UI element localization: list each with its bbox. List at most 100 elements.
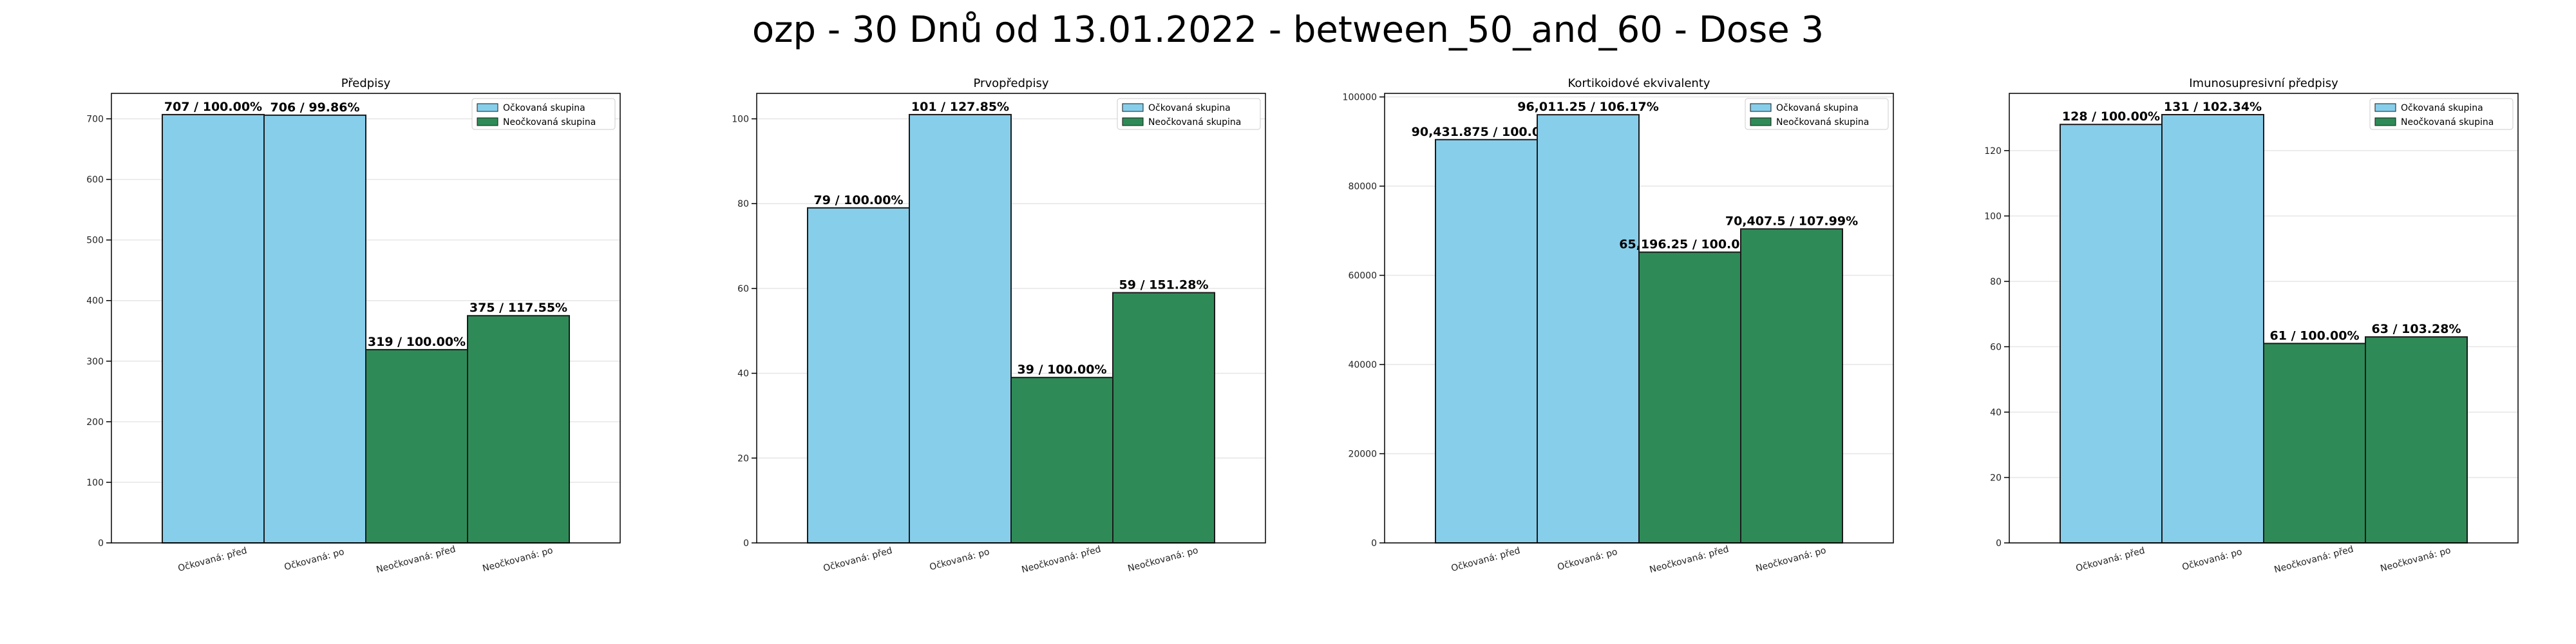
x-tick-label: Neočkovaná: před — [1649, 544, 1730, 575]
y-tick-label: 20 — [1990, 473, 2002, 483]
legend-swatch — [477, 117, 498, 126]
subplot-3: 90,431.875 / 100.00% Očkovaná: před 96,011… — [1343, 77, 1894, 575]
legend-swatch — [477, 103, 498, 112]
bar-label: 59 / 151.28% — [1119, 278, 1209, 292]
bar — [1740, 228, 1843, 544]
bar-label: 131 / 102.34% — [2164, 100, 2262, 114]
bar — [1010, 377, 1113, 544]
bar — [1537, 114, 1640, 544]
legend-box — [471, 98, 616, 130]
y-tick-label: 80 — [1990, 277, 2002, 287]
axes-frame — [111, 93, 621, 544]
y-tick-label: 0 — [98, 538, 104, 549]
x-tick-label: Neočkovaná: po — [2380, 545, 2452, 574]
legend-label: Neočkovaná skupina — [503, 117, 596, 128]
legend-label: Očkovaná skupina — [503, 103, 585, 113]
bar-label: 65,196.25 / 100.00% — [1619, 238, 1761, 252]
legend-swatch — [1750, 103, 1772, 112]
legend-box — [2369, 98, 2514, 130]
legend-label: Očkovaná skupina — [2401, 103, 2483, 113]
y-tick-label: 40000 — [1348, 360, 1377, 370]
bar-label: 63 / 103.28% — [2372, 322, 2461, 336]
x-tick-label: Očkovaná: po — [929, 547, 991, 573]
figure-title: ozp - 30 Dnů od 13.01.2022 - between_50_… — [752, 9, 1824, 51]
bar — [1112, 292, 1215, 544]
y-tick-label: 400 — [86, 296, 104, 307]
bar — [365, 348, 468, 544]
x-tick-label: Očkovaná: po — [2181, 547, 2244, 573]
legend-box — [1117, 98, 1261, 130]
legend-box — [1745, 98, 1889, 130]
bar — [467, 315, 570, 544]
x-tick-label: Očkovaná: před — [177, 545, 249, 574]
y-tick-label: 100 — [86, 478, 104, 488]
y-tick-label: 100 — [732, 115, 749, 125]
bar-label: 61 / 100.00% — [2270, 328, 2360, 343]
y-tick-label: 0 — [1371, 538, 1377, 549]
legend: Očkovaná skupina Neočkovaná skupina — [471, 98, 616, 130]
x-tick-label: Neočkovaná: po — [1127, 545, 1200, 574]
bar — [807, 207, 910, 544]
x-tick-label: Neočkovaná: před — [2273, 544, 2355, 575]
x-tick-label: Očkovaná: před — [822, 545, 894, 574]
legend: Očkovaná skupina Neočkovaná skupina — [1117, 98, 1261, 130]
y-tick-label: 0 — [743, 538, 749, 549]
x-tick-label: Očkovaná: po — [1557, 547, 1619, 573]
subplot-1: 707 / 100.00% Očkovaná: před 706 / 99.86% O… — [86, 77, 621, 575]
y-tick-label: 200 — [86, 417, 104, 428]
subplot-title: Kortikoidové ekvivalenty — [1567, 77, 1710, 90]
legend-label: Očkovaná skupina — [1148, 103, 1231, 113]
y-tick-label: 60 — [737, 284, 749, 294]
legend-swatch — [2374, 117, 2396, 126]
bar — [909, 113, 1012, 544]
y-tick-label: 100 — [1984, 211, 2002, 222]
x-tick-label: Neočkovaná: před — [375, 544, 457, 575]
bar-label: 96,011.25 / 106.17% — [1517, 100, 1659, 114]
y-tick-label: 80 — [737, 199, 749, 209]
legend-label: Neočkovaná skupina — [1148, 117, 1241, 128]
y-tick-label: 700 — [86, 115, 104, 125]
bar — [162, 113, 265, 544]
bar-label: 39 / 100.00% — [1018, 363, 1107, 377]
legend-swatch — [1122, 103, 1144, 112]
legend: Očkovaná skupina Neočkovaná skupina — [2369, 98, 2514, 130]
x-tick-label: Očkovaná: po — [283, 547, 346, 573]
bar — [1435, 138, 1538, 544]
y-tick-label: 40 — [737, 369, 749, 379]
y-tick-label: 60000 — [1348, 271, 1377, 281]
y-tick-label: 100000 — [1343, 93, 1377, 103]
legend-swatch — [2374, 103, 2396, 112]
bar — [1638, 251, 1741, 544]
bar-label: 90,431.875 / 100.00% — [1412, 125, 1562, 139]
axes-frame — [2009, 93, 2519, 544]
bar-label: 70,407.5 / 107.99% — [1725, 214, 1858, 228]
axes-frame — [756, 93, 1266, 544]
bar-label: 79 / 100.00% — [814, 193, 904, 207]
bar-label: 128 / 100.00% — [2062, 109, 2160, 124]
subplot-title: Předpisy — [341, 77, 391, 90]
y-tick-label: 20000 — [1348, 450, 1377, 460]
y-tick-label: 40 — [1990, 408, 2002, 418]
y-tick-label: 600 — [86, 175, 104, 185]
y-tick-label: 60 — [1990, 342, 2002, 352]
legend-swatch — [1122, 117, 1144, 126]
legend: Očkovaná skupina Neočkovaná skupina — [1745, 98, 1889, 130]
bar — [2060, 124, 2163, 544]
legend-label: Neočkovaná skupina — [2401, 117, 2494, 128]
x-tick-label: Neočkovaná: po — [1755, 545, 1828, 574]
y-tick-label: 120 — [1984, 146, 2002, 156]
legend-swatch — [1750, 117, 1772, 126]
axes-frame — [1384, 93, 1894, 544]
y-tick-label: 0 — [1996, 538, 2002, 549]
bar-label: 706 / 99.86% — [270, 100, 360, 115]
y-tick-label: 80000 — [1348, 182, 1377, 192]
subplot-title: Prvopředpisy — [974, 77, 1049, 90]
bar-label: 319 / 100.00% — [368, 335, 466, 349]
y-tick-label: 300 — [86, 357, 104, 367]
x-tick-label: Očkovaná: před — [1450, 545, 1522, 574]
bar — [2263, 343, 2366, 544]
bar-label: 707 / 100.00% — [164, 100, 262, 114]
y-tick-label: 500 — [86, 236, 104, 246]
x-tick-label: Očkovaná: před — [2075, 545, 2146, 574]
